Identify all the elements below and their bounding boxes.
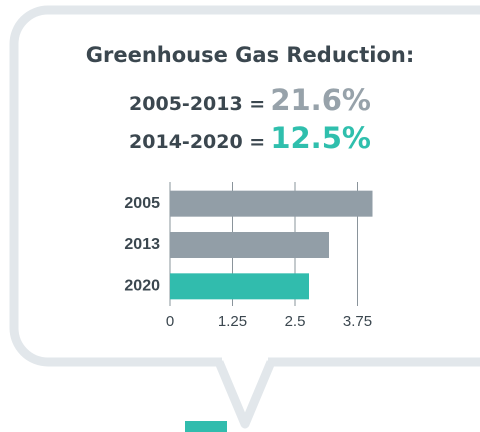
bar — [170, 232, 329, 258]
headline-1: 2005-2013 = 21.6% — [129, 83, 371, 117]
x-tick-label: 3.75 — [343, 313, 372, 330]
x-tick-label: 0 — [166, 313, 174, 330]
y-tick-label: 2020 — [124, 278, 160, 295]
y-tick-label: 2013 — [124, 236, 160, 253]
headline-label: 2005-2013 = — [129, 93, 265, 115]
bar-chart: 0 1.25 2.5 3.75 2005 2013 2020 — [124, 182, 373, 330]
x-tick-label: 1.25 — [218, 313, 247, 330]
teal-block — [185, 421, 227, 432]
bubble-tail — [214, 360, 276, 429]
headline-value: 21.6% — [270, 83, 371, 117]
headline-2: 2014-2020 = 12.5% — [129, 121, 371, 155]
headline-value: 12.5% — [270, 121, 371, 155]
bar — [170, 190, 373, 217]
title: Greenhouse Gas Reduction: — [86, 43, 414, 67]
x-tick-label: 2.5 — [285, 313, 306, 330]
headline-label: 2014-2020 = — [129, 131, 265, 153]
y-tick-label: 2005 — [124, 195, 160, 212]
bar — [170, 273, 309, 300]
